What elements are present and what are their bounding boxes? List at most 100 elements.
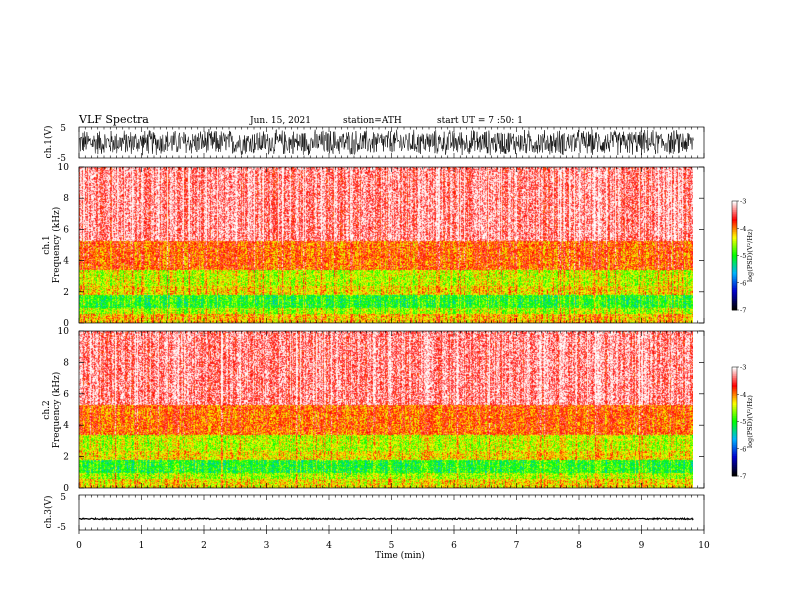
spectrogram-ytick-label: 10 [58, 163, 70, 173]
colorbar-segment [732, 210, 737, 213]
spectrogram-ytick-label: 0 [63, 319, 69, 329]
spectrogram-ytick-label: 0 [63, 484, 69, 494]
colorbar-segment [732, 472, 737, 475]
colorbar-segment [732, 367, 737, 370]
colorbar-segment [732, 374, 737, 377]
colorbar-segment [732, 213, 737, 216]
ch2-spectrogram-ylabel: Frequency (kHz) [51, 372, 62, 449]
figure-station: station=ATH [343, 116, 402, 126]
colorbar-segment [732, 244, 737, 247]
ch2-spectrogram-ylabel-top: ch.2 [42, 400, 52, 419]
spectrogram-ytick-label: 6 [63, 390, 69, 400]
time-axis-tick-label: 5 [389, 541, 395, 551]
colorbar-segment [732, 308, 737, 311]
colorbar-segment [732, 432, 737, 435]
colorbar-segment [732, 416, 737, 419]
time-axis-tick-label: 8 [576, 541, 582, 551]
colorbar-segment [732, 273, 737, 276]
colorbar-segment [732, 466, 737, 470]
spectrogram-ytick-label: 2 [63, 288, 69, 298]
time-axis-tick-label: 10 [698, 541, 710, 551]
colorbar-segment [732, 397, 737, 401]
colorbar-segment [732, 220, 737, 224]
colorbar-segment [732, 266, 737, 269]
colorbar-segment [732, 450, 737, 453]
time-axis-ticks [78, 127, 705, 530]
ch1-waveform-line [78, 129, 694, 156]
spectrogram-ytick-label: 6 [63, 225, 69, 235]
ch2-spectrogram-image [79, 331, 693, 488]
colorbar-segment [732, 299, 737, 302]
spectrogram-ytick-label: 8 [63, 194, 69, 204]
colorbar-segment [732, 300, 737, 304]
colorbar-segment [732, 381, 737, 384]
colorbar-segment [732, 385, 737, 388]
time-axis-tick-label: 2 [201, 541, 207, 551]
colorbar-segment [732, 372, 737, 375]
colorbar-segment [732, 470, 737, 473]
colorbar-segment [732, 408, 737, 411]
spectrogram-ytick-label: 4 [63, 421, 69, 431]
colorbar-tick-label: -3 [740, 198, 746, 206]
colorbar-segment [732, 246, 737, 249]
figure-start-ut: start UT = 7 :50: 1 [437, 116, 523, 126]
colorbar-segment [732, 405, 737, 408]
figure-title: VLF Spectra [78, 113, 149, 126]
ch1-spectrogram-ylabel: Frequency (kHz) [51, 207, 62, 284]
colorbar-segment [732, 251, 737, 255]
colorbar-segment [732, 206, 737, 209]
colorbar-segment [732, 268, 737, 271]
ch3-waveform-trace [78, 516, 694, 521]
colorbar-segment [732, 386, 737, 390]
colorbar-segment [732, 279, 737, 282]
colorbar-tick-label: -4 [740, 391, 746, 399]
colorbar-segment [732, 237, 737, 240]
colorbar-tick-label: -5 [740, 418, 746, 426]
colorbar-segment [732, 239, 737, 242]
colorbar-segment [732, 474, 737, 477]
colorbar-tick-label: -7 [740, 473, 746, 481]
colorbar-segment [732, 368, 737, 372]
colorbar-segment [732, 441, 737, 444]
colorbar-segment [732, 226, 737, 229]
ch3-waveform-line [78, 516, 694, 521]
ch2-spectrogram-panel: 0 2 4 6 8 10 ch.2 Frequency (kHz) [42, 327, 705, 494]
time-axis-tick-label: 3 [264, 541, 270, 551]
colorbar-segment [732, 217, 737, 220]
ch1-colorbar: -3 -4 -5 -6 -7 log(PSD)(V²/Hz) [731, 198, 754, 315]
time-axis-label: Time (min) [375, 550, 425, 561]
colorbar-segment [732, 377, 737, 381]
colorbar-segment [732, 235, 737, 238]
colorbar-segment [732, 403, 737, 406]
colorbar-segment [732, 446, 737, 450]
colorbar-segment [732, 463, 737, 466]
figure-date: Jun. 15, 2021 [249, 116, 311, 126]
colorbar-segment [732, 437, 737, 441]
colorbar-segment [732, 379, 737, 382]
colorbar-segment [732, 270, 737, 273]
ch1-ytick-top: 5 [60, 124, 66, 134]
colorbar-segment [732, 410, 737, 413]
colorbar-segment [732, 406, 737, 410]
time-axis-tick-label: 0 [76, 541, 82, 551]
colorbar-segment [732, 242, 737, 245]
ch3-ytick-bottom: -5 [57, 523, 66, 533]
colorbar-segment [732, 288, 737, 291]
colorbar-segment [732, 423, 737, 426]
ch3-waveform-ylabel: ch.3(V) [43, 496, 54, 529]
colorbar-segment [732, 290, 737, 293]
colorbar-segment [732, 394, 737, 397]
colorbar-tick-label: -6 [740, 279, 746, 287]
colorbar-segment [732, 457, 737, 461]
colorbar-segment [732, 259, 737, 262]
ch3-ytick-top: 5 [60, 493, 66, 503]
colorbar-segment [732, 291, 737, 295]
colorbar-segment [732, 306, 737, 309]
colorbar-segment [732, 383, 737, 386]
colorbar-segment [732, 388, 737, 392]
colorbar-segment [732, 430, 737, 433]
colorbar-segment [732, 248, 737, 251]
colorbar-segment [732, 260, 737, 264]
colorbar-segment [732, 465, 737, 468]
colorbar-segment [732, 454, 737, 457]
